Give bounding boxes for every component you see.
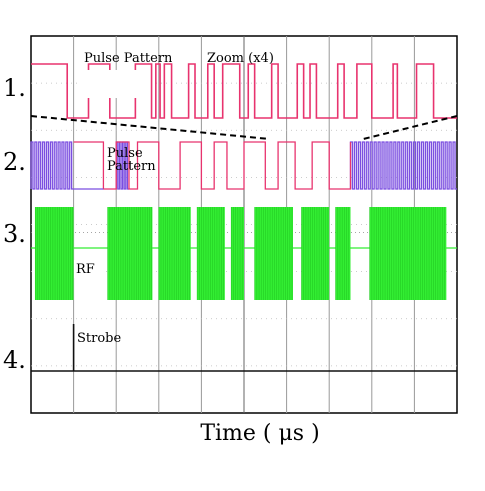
channel-label-2: 2.	[3, 148, 26, 176]
channel-3-rf-texture	[158, 207, 190, 300]
channel-2-pattern-trace	[73, 141, 352, 190]
channel-3-rf-texture	[369, 207, 445, 300]
annotation-background	[80, 70, 150, 98]
channel-label-3: 3.	[3, 220, 26, 248]
annotation-rf: RF	[76, 262, 95, 277]
x-axis-label: Time ( μs )	[200, 421, 319, 446]
channel-3-rf-burst	[35, 207, 74, 300]
channel-label-4: 4.	[3, 346, 26, 374]
annotation-pulse-pattern-top: Pulse Pattern	[84, 51, 173, 66]
channel-3-rf-texture	[301, 207, 329, 300]
channel-3-rf-texture	[34, 207, 73, 300]
channel-3-rf-texture	[254, 207, 293, 300]
annotation-rf-background	[74, 260, 104, 278]
annotation-pulse-pattern-ch2-line1: Pulse	[107, 146, 143, 161]
channel-3-rf-burst	[369, 207, 447, 300]
zoom-guide-right	[363, 115, 458, 140]
annotation-pulse-pattern-ch2-line2: Pattern	[107, 159, 156, 174]
labels: 1. 2. 3. 4. Pulse Pattern Zoom (x4) PulsePatte…	[3, 51, 274, 374]
channel-3-rf-texture	[335, 207, 350, 300]
annotation-strobe: Strobe	[77, 331, 121, 346]
channel-3-rf-texture	[196, 207, 224, 300]
zoom-guide-lines	[30, 115, 458, 140]
traces	[30, 63, 457, 372]
channel-3-rf-texture	[230, 207, 243, 300]
channel-1-trace	[31, 63, 457, 119]
channel-3-rf-burst	[158, 207, 191, 300]
channel-label-1: 1.	[3, 74, 26, 102]
annotation-zoom: Zoom (x4)	[207, 51, 274, 66]
channel-2-dense-region	[30, 141, 74, 190]
channel-3-rf-texture	[107, 207, 152, 300]
channel-3-rf-burst	[254, 207, 293, 300]
channel-2-dense-region	[349, 141, 457, 190]
